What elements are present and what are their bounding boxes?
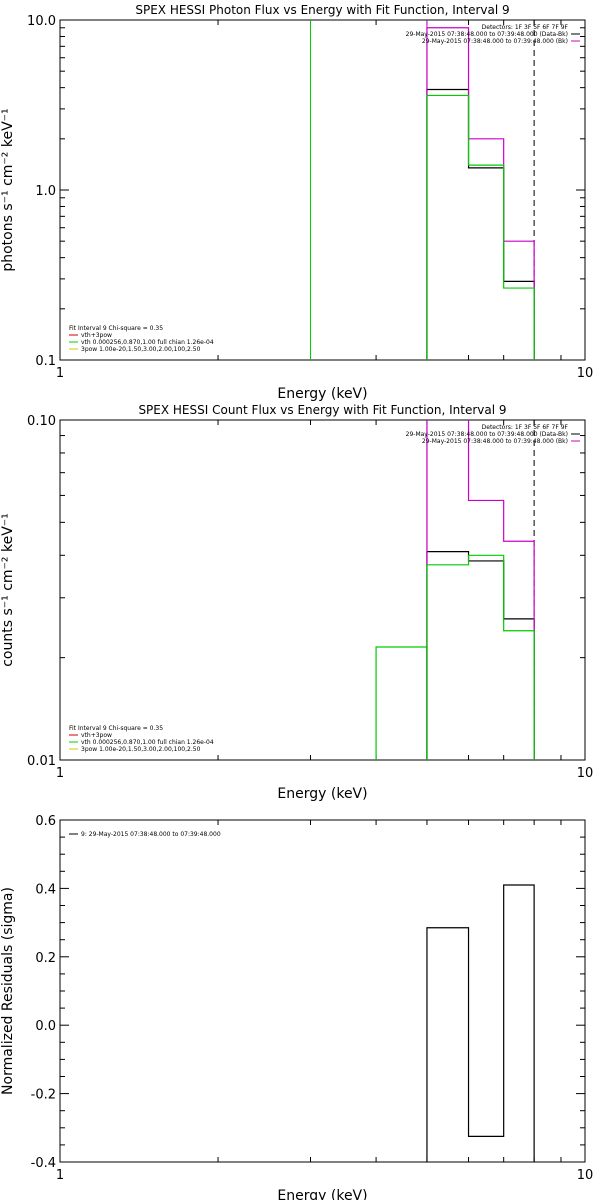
plot-frame (59, 19, 586, 361)
x-tick-label: 10 (577, 366, 594, 381)
fit-step-series (375, 646, 428, 760)
x-tick-label: 1 (56, 766, 64, 781)
legend-left-text: Fit Interval 9 Chi-square = 0.35 (69, 325, 163, 332)
chart-title: SPEX HESSI Photon Flux vs Energy with Fi… (135, 3, 509, 17)
chart-panel-2: SPEX HESSI Count Flux vs Energy with Fit… (0, 403, 594, 802)
plot-area (309, 20, 535, 360)
series-data-bk (426, 551, 535, 760)
plot-area (375, 420, 535, 760)
plot-area (426, 884, 535, 1162)
series-data-bk (426, 88, 535, 360)
y-tick-label: 0.2 (35, 951, 56, 966)
series-vth-3pow (426, 94, 535, 360)
series-9-29-may-2015-07-38-48-000-to-07-39-48-000 (426, 884, 535, 1162)
y-axis-label: photons s⁻¹ cm⁻² keV⁻¹ (0, 108, 16, 271)
chart-panel-3: 1 10 Energy (keV) -0.4 -0.2 0.0 0.2 0.4 0.6 Norma… (0, 814, 593, 1200)
legend-right-text: Detectors: 1F 3F 5F 6F 7F 9F (482, 424, 569, 431)
y-tick-label: 0.4 (35, 882, 56, 897)
y-tick-label: 1.0 (35, 184, 56, 199)
chart-panel-1: SPEX HESSI Photon Flux vs Energy with Fi… (0, 3, 593, 402)
y-tick-label: 0.0 (35, 1019, 56, 1034)
legend-left-text: vth+3pow (81, 732, 112, 739)
x-axis-label: Energy (keV) (277, 1188, 367, 1200)
plot-frame (59, 419, 586, 761)
legend-right-text: Detectors: 1F 3F 5F 6F 7F 9F (482, 24, 569, 31)
y-tick-label: 10.0 (27, 14, 56, 29)
series-bk (426, 27, 535, 360)
legend-left-text: Fit Interval 9 Chi-square = 0.35 (69, 725, 163, 732)
y-tick-label: 0.01 (27, 754, 56, 769)
legend-right-text: 29-May-2015 07:38:48.000 to 07:39:48.000… (422, 38, 568, 45)
legend-right-text: 29-May-2015 07:38:48.000 to 07:39:48.000… (406, 31, 568, 38)
chart-title: SPEX HESSI Count Flux vs Energy with Fit… (138, 403, 506, 417)
y-tick-label: 0.6 (35, 814, 56, 829)
x-axis-label: Energy (keV) (277, 786, 367, 802)
series-vth-3pow (426, 554, 535, 760)
legend-left-text: 9: 29-May-2015 07:38:48.000 to 07:39:48.… (81, 831, 221, 838)
plot-frame (59, 819, 586, 1163)
x-tick-label: 1 (56, 366, 64, 381)
legend-left-text: vth 0.000256,0.870,1.00 full chian 1.26e… (81, 739, 214, 746)
y-axis-label: counts s⁻¹ cm⁻² keV⁻¹ (0, 513, 16, 667)
x-tick-label: 1 (56, 1168, 64, 1183)
y-tick-label: -0.4 (31, 1156, 56, 1171)
legend-left-text: 3pow 1.00e-20,1.50,3.00,2.00,100,2.50 (81, 746, 201, 753)
y-tick-label: 0.1 (35, 354, 56, 369)
x-tick-label: 10 (577, 1168, 594, 1183)
y-tick-label: 0.10 (27, 414, 56, 429)
x-axis-label: Energy (keV) (277, 386, 367, 402)
legend-left-text: vth 0.000256,0.870,1.00 full chian 1.26e… (81, 339, 214, 346)
series-bk (426, 420, 535, 760)
legend-right-text: 29-May-2015 07:38:48.000 to 07:39:48.000… (422, 438, 568, 445)
x-tick-label: 10 (577, 766, 594, 781)
y-axis-label: Normalized Residuals (sigma) (0, 887, 16, 1095)
legend-right-text: 29-May-2015 07:38:48.000 to 07:39:48.000… (406, 431, 568, 438)
legend-left-text: 3pow 1.00e-20,1.50,3.00,2.00,100,2.50 (81, 346, 201, 353)
legend-left-text: vth+3pow (81, 332, 112, 339)
y-tick-label: -0.2 (31, 1088, 56, 1103)
